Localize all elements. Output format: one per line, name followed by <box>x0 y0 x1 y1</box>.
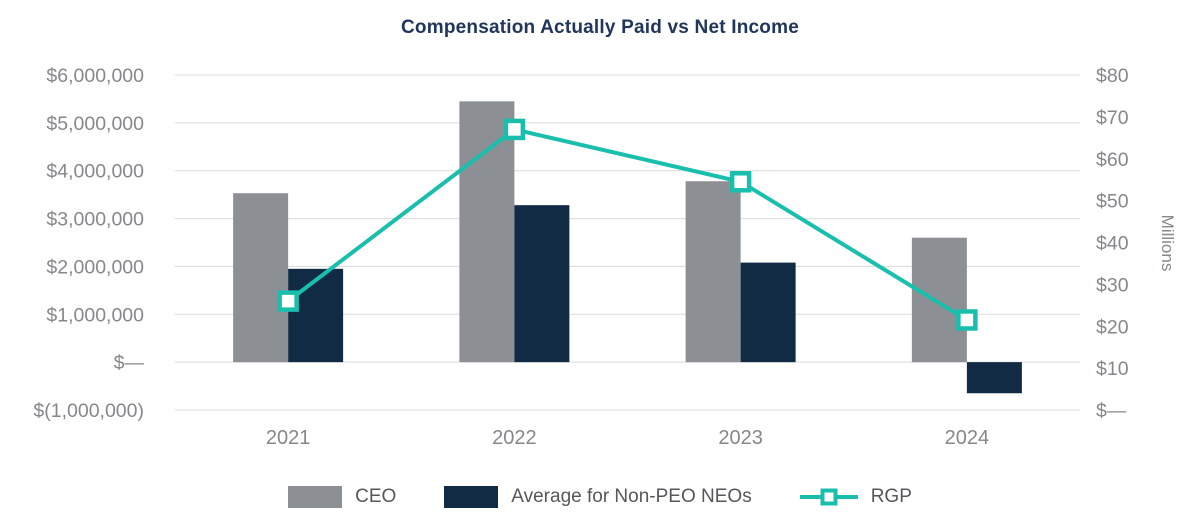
legend-label-neo: Average for Non-PEO NEOs <box>511 486 752 507</box>
right-axis-tick-label: $20 <box>1096 316 1129 338</box>
bar-ceo-2022 <box>459 101 515 363</box>
left-axis-tick-label: $(1,000,000) <box>33 400 144 422</box>
left-axis-tick-label: $5,000,000 <box>46 113 144 135</box>
left-axis-tick-label: $2,000,000 <box>46 256 144 278</box>
legend-line-rgp <box>799 488 858 506</box>
legend-swatch-neo <box>444 486 499 508</box>
right-axis-tick-label: $10 <box>1096 358 1129 380</box>
legend-item-neo: Average for Non-PEO NEOs <box>444 486 752 508</box>
right-axis-tick-label: $— <box>1096 400 1127 422</box>
rgp-marker-2021 <box>277 290 299 312</box>
right-axis-tick-label: $50 <box>1096 191 1129 213</box>
legend-label-ceo: CEO <box>355 486 397 507</box>
rgp-marker-2023 <box>729 171 752 193</box>
bar-neo-2023 <box>740 262 796 363</box>
legend-rgp-marker-icon <box>820 488 838 506</box>
right-axis-tick-label: $60 <box>1096 149 1129 171</box>
chart-legend: CEO Average for Non-PEO NEOs RGP <box>0 486 1200 508</box>
bar-ceo-2023 <box>685 181 741 363</box>
rgp-line <box>286 127 968 322</box>
legend-item-rgp: RGP <box>799 486 912 508</box>
legend-item-ceo: CEO <box>288 486 396 508</box>
right-axis-title: Millions <box>1158 215 1177 272</box>
legend-swatch-ceo <box>288 486 343 508</box>
x-axis-label: 2023 <box>718 427 763 449</box>
legend-label-rgp: RGP <box>870 486 912 507</box>
right-axis-tick-label: $30 <box>1096 274 1129 296</box>
combo-chart-svg: $6,000,000 $5,000,000 $4,000,000 $3,000,000… <box>33 65 1177 449</box>
bar-ceo-2021 <box>233 193 289 363</box>
bar-ceo-2024 <box>911 237 967 363</box>
left-axis-tick-label: $6,000,000 <box>46 65 144 87</box>
x-axis-label: 2021 <box>266 427 311 449</box>
left-axis-tick-label: $1,000,000 <box>46 304 144 326</box>
bar-neo-2022 <box>514 205 570 363</box>
right-axis-tick-label: $70 <box>1096 107 1129 129</box>
x-axis-label: 2024 <box>945 427 990 449</box>
left-axis-tick-label: $3,000,000 <box>46 209 144 231</box>
left-axis-tick-label: $— <box>114 352 145 374</box>
x-axis-label: 2022 <box>492 427 537 449</box>
right-axis-tick-label: $80 <box>1096 65 1129 87</box>
chart-title: Compensation Actually Paid vs Net Income <box>401 17 799 38</box>
right-axis-tick-label: $40 <box>1096 233 1129 255</box>
bar-neo-2021 <box>288 268 344 363</box>
rgp-marker-2024 <box>956 309 978 331</box>
left-axis-tick-label: $4,000,000 <box>46 161 144 183</box>
bar-neo-2024 <box>966 362 1022 394</box>
rgp-marker-2022 <box>503 118 526 141</box>
